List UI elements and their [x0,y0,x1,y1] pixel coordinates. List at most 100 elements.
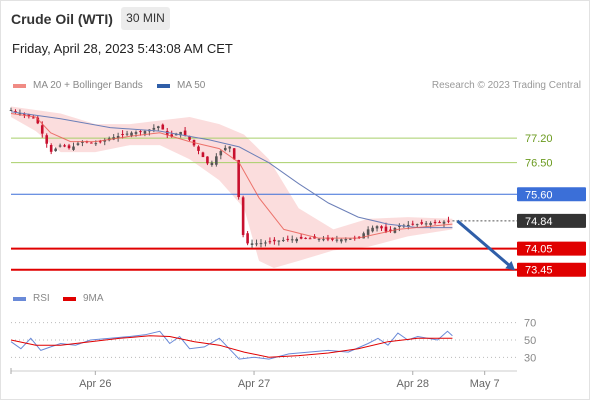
candle-body [424,223,428,225]
candle-body [45,135,49,144]
timestamp: Friday, April 28, 2023 5:43:08 AM CET [12,41,233,56]
ma50-swatch-icon [157,83,170,88]
level-tag-text-74.84: 74.84 [525,216,553,228]
level-tag-74.05 [517,241,586,256]
level-tag-74.84 [517,213,586,228]
candle-body [286,238,290,240]
candle-body [116,135,120,139]
candle-body [210,162,214,166]
candle-body [40,125,44,134]
candle-body [308,238,312,240]
bollinger-band [11,106,453,268]
rsi-tick-30: 30 [524,352,536,364]
level-tag-text-73.45: 73.45 [525,265,553,277]
candle-body [121,134,124,136]
candle-body [380,226,383,229]
candle-body [250,243,254,245]
candle-body [438,222,441,224]
x-tick-label: Apr 27 [238,378,270,390]
candle-body [322,239,325,241]
instrument-title: Crude Oil (WTI) [11,11,113,27]
timeframe-badge[interactable]: 30 MIN [121,7,170,30]
legend-ma20-label: MA 20 + Bollinger Bands [33,80,143,91]
level-label-77.20: 77.20 [525,133,553,145]
candle-body [130,132,133,136]
rsi-tick-70: 70 [524,318,536,330]
x-tick-label: Apr 28 [397,378,429,390]
candle-body [299,236,303,239]
candle-body [273,239,276,242]
candle-body [442,221,446,224]
candle-body [143,131,147,134]
ma20-swatch-icon [13,83,26,88]
candle-body [14,111,17,113]
x-tick-label: May 7 [470,378,500,390]
candle-body [139,131,142,133]
candle-body [36,117,40,124]
candle-body [415,224,419,226]
candle-body [94,143,98,145]
level-tag-73.45 [517,262,586,277]
candle-body [161,124,165,130]
candle-body [215,156,218,165]
candle-body [277,240,281,242]
candle-body [433,221,437,223]
candle-body [255,243,258,245]
candle-body [9,110,13,112]
candle-body [375,226,379,229]
candle-body [27,114,31,117]
legend-ma20: MA 20 + Bollinger Bands [13,80,143,91]
candle-body [90,142,93,144]
candle-body [335,239,339,241]
candle-body [290,239,294,241]
candle-body [304,237,307,239]
candle-body [344,239,348,241]
forecast-arrow [456,219,513,269]
candle-body [340,239,343,242]
forecast-arrow-head-icon [505,260,516,271]
candle-body [125,133,129,135]
legend-ma50-label: MA 50 [177,80,206,91]
candle-body [76,143,80,145]
legend-rsi-ma: 9MA [63,293,104,304]
candle-body [54,148,57,152]
candle-body [411,223,415,225]
candle-body [371,227,374,232]
candle-body [268,241,272,243]
candle-body [58,145,62,147]
research-credit: Research © 2023 Trading Central [431,80,581,91]
candle-body [420,222,423,224]
candle-body [384,226,388,232]
candle-body [219,151,223,156]
candle-body [447,220,450,222]
candle-body [259,243,263,245]
candle-body [331,238,334,240]
candle-body [183,130,187,136]
ma20-line [10,113,453,239]
rsi-ma-swatch-icon [63,296,76,301]
level-tag-75.60 [517,187,586,202]
candle-body [134,132,138,134]
candle-body [406,224,410,227]
candle-body [264,242,267,244]
candle-body [398,225,401,228]
rsi-ma-line [10,335,453,358]
candle-body [223,147,227,151]
ma50-line [10,111,453,229]
candle-body [32,117,35,119]
candle-body [282,239,285,241]
level-tag-text-74.05: 74.05 [525,244,553,256]
candle-body [81,141,84,143]
candle-body [232,148,236,160]
legend-rsi: RSI [13,293,50,304]
candle-body [165,130,169,136]
candle-body [348,238,352,240]
candle-body [170,134,174,137]
rsi-line [10,330,453,360]
candle-body [237,159,240,198]
candle-body [246,233,249,244]
candle-body [362,233,365,239]
level-tag-text-75.60: 75.60 [525,189,553,201]
candle-body [357,236,361,238]
